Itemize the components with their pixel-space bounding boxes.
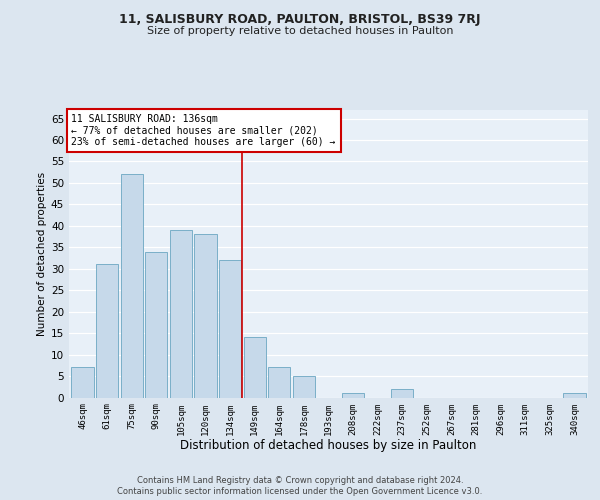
Text: Contains public sector information licensed under the Open Government Licence v3: Contains public sector information licen… bbox=[118, 488, 482, 496]
Y-axis label: Number of detached properties: Number of detached properties bbox=[37, 172, 47, 336]
Bar bbox=[563, 393, 586, 398]
Text: Contains HM Land Registry data © Crown copyright and database right 2024.: Contains HM Land Registry data © Crown c… bbox=[137, 476, 463, 485]
Bar bbox=[244, 338, 266, 398]
Bar bbox=[121, 174, 143, 398]
Bar bbox=[391, 389, 413, 398]
Text: 11 SALISBURY ROAD: 136sqm
← 77% of detached houses are smaller (202)
23% of semi: 11 SALISBURY ROAD: 136sqm ← 77% of detac… bbox=[71, 114, 336, 148]
Bar bbox=[219, 260, 241, 398]
Bar bbox=[342, 393, 364, 398]
X-axis label: Distribution of detached houses by size in Paulton: Distribution of detached houses by size … bbox=[181, 439, 476, 452]
Bar bbox=[194, 234, 217, 398]
Bar bbox=[293, 376, 315, 398]
Bar bbox=[71, 368, 94, 398]
Bar bbox=[170, 230, 192, 398]
Text: 11, SALISBURY ROAD, PAULTON, BRISTOL, BS39 7RJ: 11, SALISBURY ROAD, PAULTON, BRISTOL, BS… bbox=[119, 12, 481, 26]
Bar bbox=[96, 264, 118, 398]
Text: Size of property relative to detached houses in Paulton: Size of property relative to detached ho… bbox=[147, 26, 453, 36]
Bar bbox=[145, 252, 167, 398]
Bar bbox=[268, 368, 290, 398]
